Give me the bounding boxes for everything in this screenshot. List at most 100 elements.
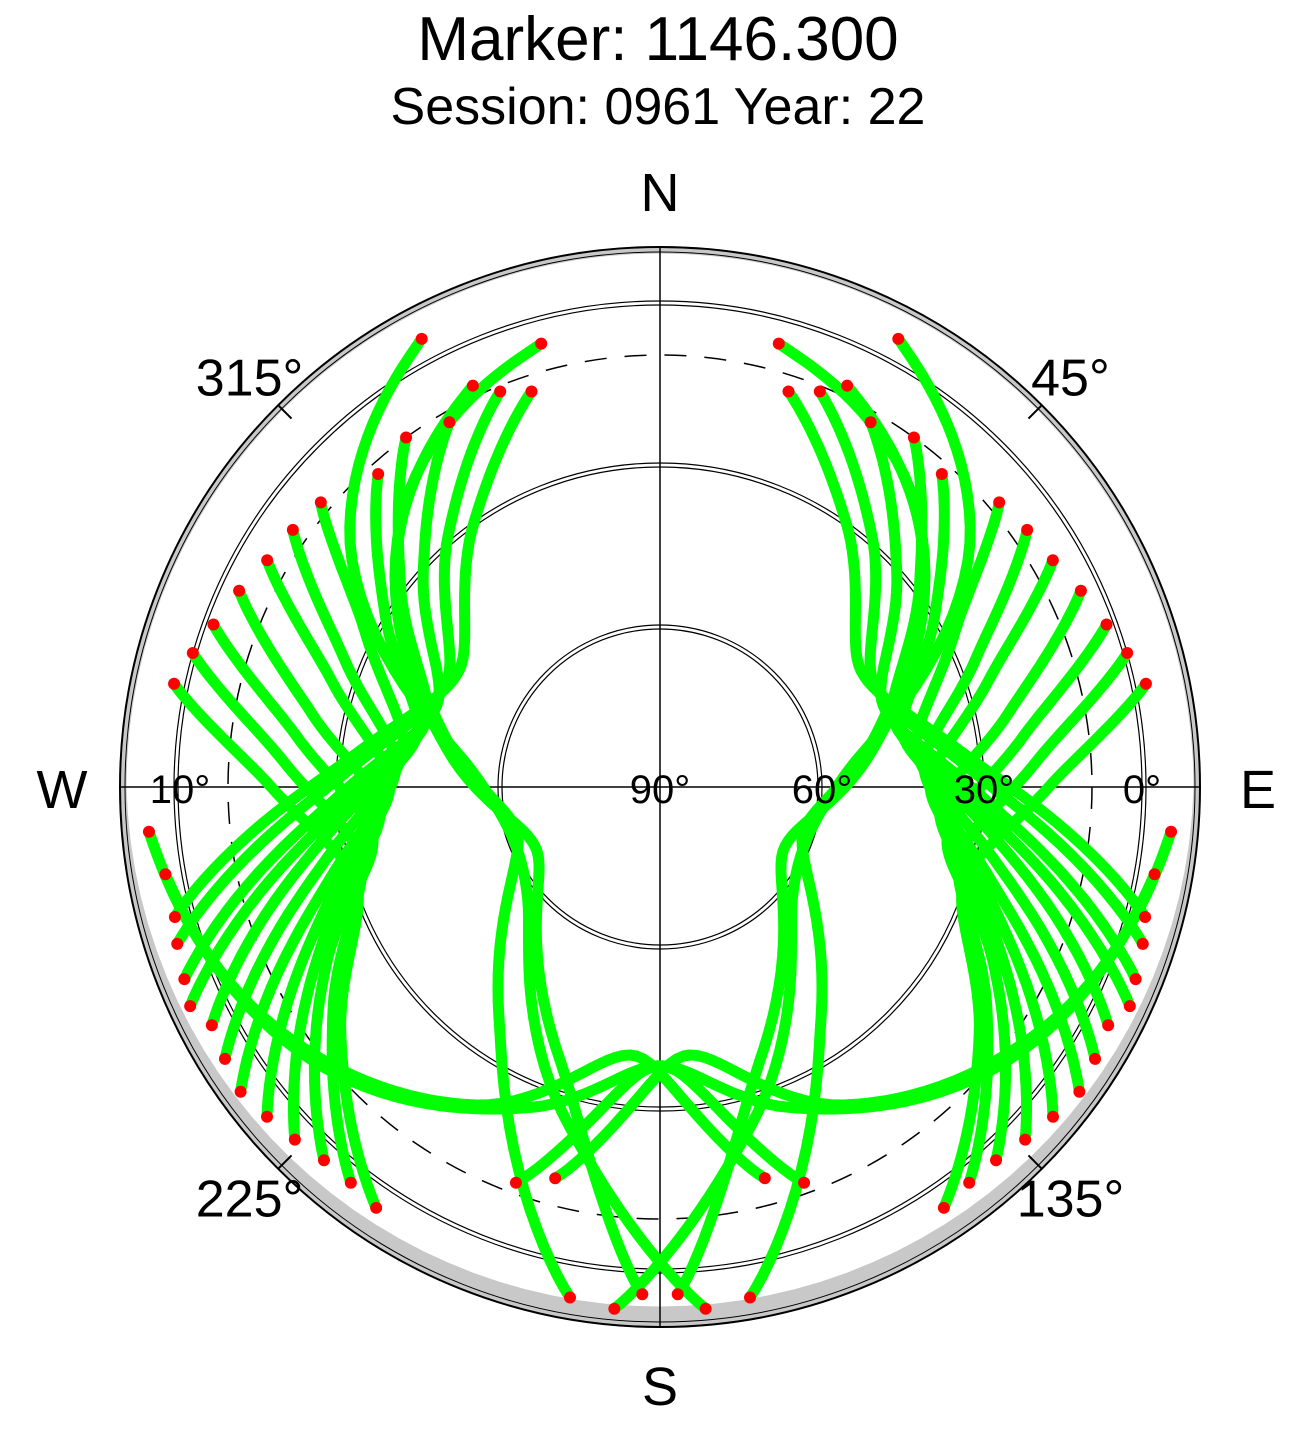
- azimuth-label: 45°: [1031, 350, 1110, 408]
- track-endpoint: [370, 1201, 383, 1214]
- track-endpoint: [205, 1019, 218, 1032]
- track-endpoint: [1148, 868, 1161, 881]
- satellite-track: [910, 496, 1101, 1065]
- track-endpoint: [892, 332, 905, 345]
- track-endpoint: [415, 332, 428, 345]
- elevation-label: 10°: [150, 768, 211, 812]
- track-endpoint: [372, 467, 385, 480]
- satellite-track: [934, 585, 1087, 1146]
- track-endpoint: [841, 379, 854, 392]
- track-endpoint: [218, 1052, 231, 1065]
- satellite-track: [344, 333, 712, 1315]
- chart-subtitle: Session: 0961 Year: 22: [390, 78, 926, 136]
- track-endpoint: [288, 1133, 301, 1146]
- track-endpoint: [168, 677, 181, 690]
- track-endpoint: [1102, 1019, 1115, 1032]
- track-endpoint: [798, 1176, 811, 1189]
- chart-title: Marker: 1146.300: [417, 5, 899, 74]
- track-endpoint: [1123, 1000, 1136, 1013]
- track-endpoint: [168, 910, 181, 923]
- track-endpoint: [261, 554, 274, 567]
- track-endpoint: [758, 1172, 771, 1185]
- track-endpoint: [171, 937, 184, 950]
- track-endpoint: [907, 431, 920, 444]
- track-endpoint: [443, 416, 456, 429]
- track-endpoint: [1129, 973, 1142, 986]
- track-endpoint: [178, 973, 191, 986]
- track-endpoint: [937, 1201, 950, 1214]
- track-endpoint: [400, 431, 413, 444]
- azimuth-label: 225°: [196, 1170, 304, 1228]
- track-endpoint: [1046, 554, 1059, 567]
- track-endpoint: [782, 385, 795, 398]
- track-endpoint: [1021, 523, 1034, 536]
- track-endpoint: [317, 1154, 330, 1167]
- track-endpoint: [1165, 825, 1178, 838]
- satellite-track: [865, 416, 1142, 985]
- track-endpoint: [234, 1085, 247, 1098]
- elevation-label: 60°: [792, 768, 853, 812]
- track-endpoint: [935, 467, 948, 480]
- elevation-label: 30°: [954, 768, 1015, 812]
- track-endpoint: [813, 385, 826, 398]
- satellite-track: [178, 416, 455, 985]
- track-endpoint: [466, 379, 479, 392]
- satellite-track: [510, 868, 1161, 1189]
- satellite-track: [171, 386, 506, 950]
- satellite-track: [261, 554, 396, 1123]
- azimuth-tick: [277, 1154, 293, 1170]
- elevation-label: 0°: [1123, 768, 1161, 812]
- track-endpoints: [142, 332, 1178, 1315]
- azimuth-label: 315°: [196, 350, 304, 408]
- track-endpoint: [261, 1110, 274, 1123]
- east-label: E: [1240, 760, 1276, 820]
- track-endpoint: [1136, 937, 1149, 950]
- track-endpoint: [494, 385, 507, 398]
- track-endpoint: [186, 647, 199, 660]
- axis-labels: N S W E 45° 135° 225° 315° 90° 60° 30° 0° 10°: [37, 163, 1277, 1417]
- west-label: W: [37, 760, 88, 820]
- track-endpoint: [636, 1288, 649, 1301]
- track-endpoint: [772, 337, 785, 350]
- track-endpoint: [314, 496, 327, 509]
- track-endpoint: [744, 1291, 757, 1304]
- azimuth-tick: [1027, 1154, 1043, 1170]
- track-endpoint: [608, 1302, 621, 1315]
- satellite-track: [924, 554, 1059, 1123]
- track-endpoint: [993, 496, 1006, 509]
- satellite-track: [219, 496, 410, 1065]
- track-endpoint: [509, 1176, 522, 1189]
- track-endpoint: [549, 1172, 562, 1185]
- track-endpoint: [864, 416, 877, 429]
- satellite-track: [918, 524, 1085, 1098]
- track-endpoint: [159, 868, 172, 881]
- track-endpoint: [1074, 584, 1087, 597]
- azimuth-label: 135°: [1017, 1170, 1125, 1228]
- azimuth-tick: [277, 404, 293, 420]
- satellite-track: [168, 678, 382, 1214]
- satellite-track: [235, 524, 402, 1098]
- track-endpoint: [207, 618, 220, 631]
- satellite-tracks: [143, 333, 1177, 1315]
- satellite-track: [159, 868, 810, 1189]
- satellite-track: [608, 333, 976, 1315]
- satellite-track: [206, 468, 424, 1031]
- satellite-track: [233, 585, 386, 1146]
- track-endpoint: [286, 523, 299, 536]
- track-endpoint: [1121, 647, 1134, 660]
- track-endpoint: [1019, 1133, 1032, 1146]
- elevation-label: 90°: [630, 768, 691, 812]
- track-endpoint: [990, 1154, 1003, 1167]
- track-endpoint: [671, 1288, 684, 1301]
- satellite-track: [208, 619, 379, 1166]
- track-endpoint: [535, 337, 548, 350]
- track-endpoint: [233, 584, 246, 597]
- azimuth-tick: [1027, 404, 1043, 420]
- satellite-track: [896, 468, 1114, 1031]
- track-endpoint: [142, 825, 155, 838]
- track-endpoint: [525, 385, 538, 398]
- track-endpoint: [1089, 1052, 1102, 1065]
- track-endpoint: [1100, 618, 1113, 631]
- satellite-track: [814, 386, 1149, 950]
